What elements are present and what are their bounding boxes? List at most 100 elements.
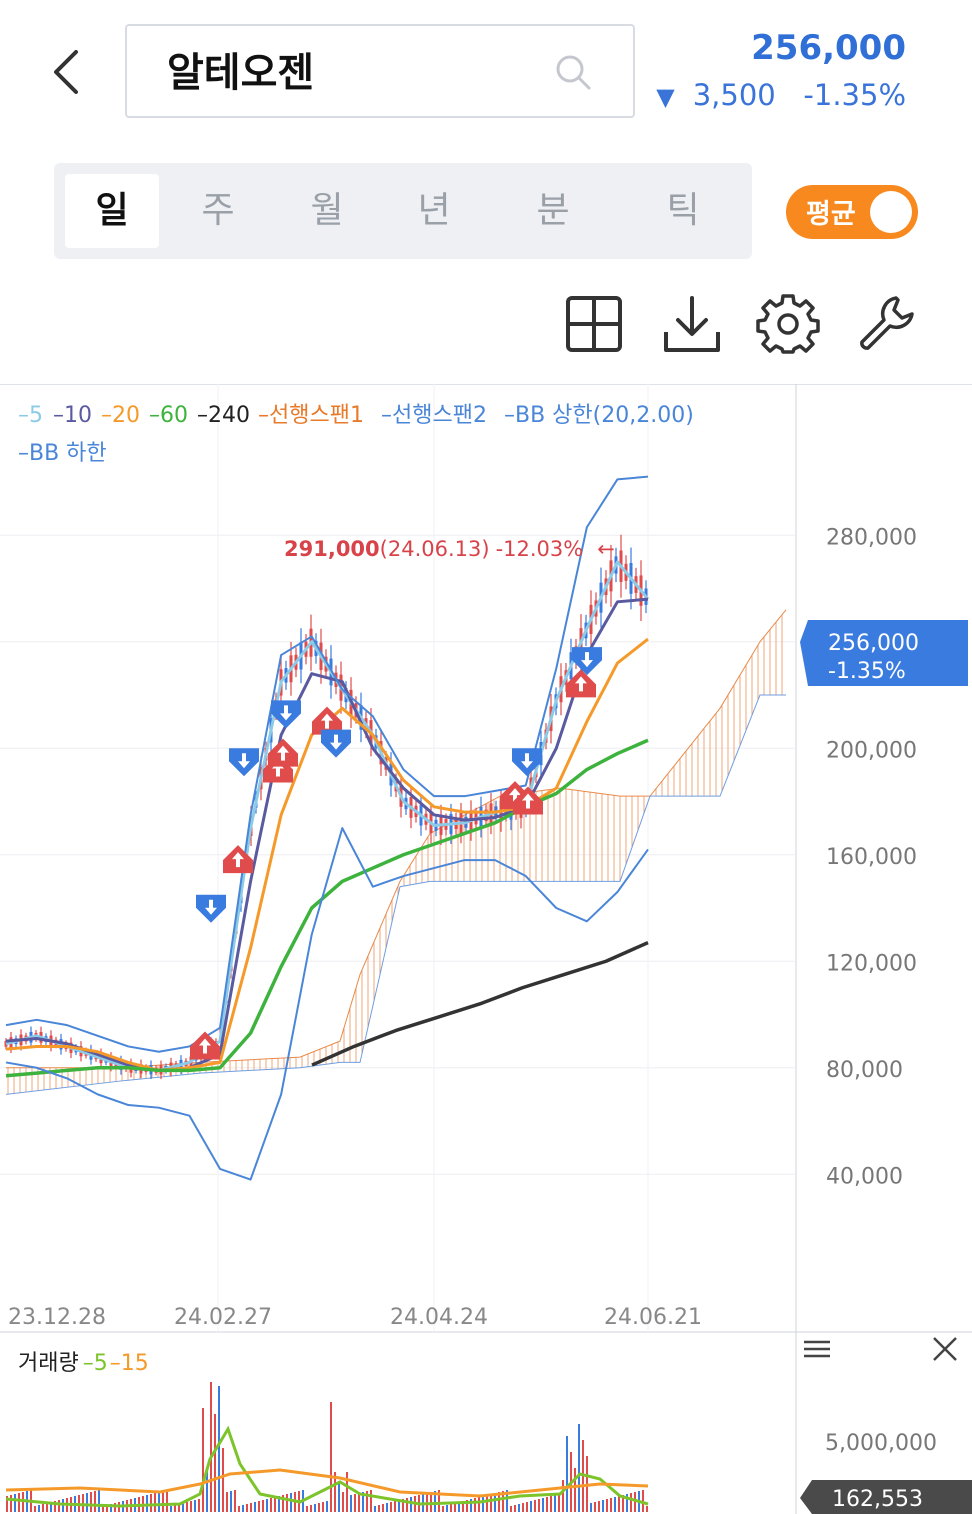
volume-bar	[202, 1408, 204, 1512]
settings-icon[interactable]	[756, 292, 820, 356]
volume-bar	[286, 1494, 288, 1512]
volume-bar	[42, 1504, 44, 1512]
volume-bar	[410, 1497, 412, 1512]
volume-bar	[254, 1502, 256, 1512]
volume-bar	[290, 1493, 292, 1512]
average-toggle-label: 평균	[806, 199, 856, 230]
price-tick: 200,000	[826, 738, 917, 763]
volume-ma15-line	[5, 1468, 649, 1498]
volume-bar	[318, 1503, 320, 1512]
volume-bar	[86, 1493, 88, 1512]
volume-bar	[106, 1505, 108, 1512]
download-icon[interactable]	[660, 292, 724, 356]
grid-icon[interactable]	[562, 292, 626, 356]
search-icon[interactable]	[553, 52, 593, 92]
volume-bar	[198, 1499, 200, 1512]
volume-bar	[46, 1503, 48, 1512]
volume-bar	[322, 1502, 324, 1512]
volume-bar	[554, 1495, 556, 1512]
volume-bar	[306, 1506, 308, 1512]
volume-average-lines	[5, 1425, 649, 1508]
volume-bar	[434, 1491, 436, 1512]
up-arrow-icon	[232, 852, 244, 868]
series-line	[5, 827, 649, 1181]
volume-bar	[10, 1495, 12, 1512]
volume-bar	[510, 1506, 512, 1512]
volume-bar	[458, 1502, 460, 1512]
volume-bar	[230, 1491, 232, 1512]
volume-bar	[274, 1497, 276, 1512]
down-triangle-icon: ▼	[656, 83, 675, 111]
volume-bar	[534, 1500, 536, 1512]
volume-bar	[58, 1500, 60, 1512]
volume-bar	[378, 1505, 380, 1512]
volume-bar	[526, 1502, 528, 1512]
average-toggle[interactable]: 평균	[786, 185, 918, 239]
series-line	[5, 597, 649, 1072]
legend-item: –BB 하한	[18, 441, 107, 466]
tab-week[interactable]: 주	[201, 190, 235, 231]
down-arrow-icon	[280, 705, 292, 721]
toggle-knob	[870, 191, 912, 233]
legend-item: –선행스팬1	[258, 403, 364, 428]
date-axis-labels: 23.12.28 24.02.27 24.04.24 24.06.21	[8, 1305, 702, 1330]
volume-legend-dash-15: –	[110, 1351, 121, 1376]
chevron-left-icon	[54, 50, 78, 94]
volume-bar	[14, 1494, 16, 1512]
wrench-icon[interactable]	[854, 292, 918, 356]
volume-bar	[406, 1498, 408, 1512]
down-arrow-icon	[521, 753, 533, 769]
volume-bar	[386, 1503, 388, 1512]
volume-bar	[222, 1448, 224, 1512]
volume-bar	[154, 1493, 156, 1512]
volume-bar	[34, 1506, 36, 1512]
volume-bar	[250, 1503, 252, 1512]
current-volume-label: 162,553	[800, 1480, 972, 1514]
volume-bar	[350, 1495, 352, 1512]
volume-title: 거래량 –5–15	[18, 1351, 149, 1376]
volume-bar	[366, 1491, 368, 1512]
up-arrow-icon	[575, 676, 587, 692]
series-line	[311, 941, 649, 1067]
volume-bar	[506, 1490, 508, 1512]
current-price-tag: 256,000	[828, 631, 919, 656]
volume-bar	[598, 1501, 600, 1512]
volume-bar	[258, 1501, 260, 1512]
back-button[interactable]	[40, 40, 100, 104]
volume-bar	[226, 1492, 228, 1512]
volume-bar	[54, 1501, 56, 1512]
volume-bar	[610, 1498, 612, 1512]
legend-item: –BB 상한(20,2.00)	[504, 403, 694, 428]
volume-bar	[206, 1470, 208, 1512]
tab-minute[interactable]: 분	[536, 190, 570, 231]
down-arrow-icon	[581, 652, 593, 668]
volume-legend-dash-5: –	[83, 1351, 94, 1376]
volume-label: 거래량	[18, 1351, 79, 1376]
volume-bar	[170, 1506, 172, 1512]
volume-bar	[182, 1503, 184, 1512]
menu-icon[interactable]	[804, 1340, 830, 1358]
current-price-label: 256,000 -1.35%	[800, 620, 968, 686]
tab-month[interactable]: 월	[310, 190, 344, 231]
stock-chart[interactable]: 280,000240,000200,000160,000120,00080,00…	[0, 384, 972, 1514]
volume-bar	[110, 1504, 112, 1512]
volume-bar	[210, 1382, 212, 1512]
stock-search-box[interactable]: 알테오젠	[125, 24, 635, 118]
volume-bar	[82, 1494, 84, 1512]
tab-day[interactable]: 일	[65, 174, 159, 248]
legend-item: –240	[197, 403, 250, 428]
high-price: 291,000	[284, 537, 380, 561]
volume-bar	[270, 1498, 272, 1512]
volume-bar	[646, 1506, 648, 1512]
volume-bar	[602, 1500, 604, 1512]
tab-year[interactable]: 년	[417, 190, 451, 231]
volume-bar	[346, 1472, 348, 1512]
close-icon[interactable]	[933, 1337, 957, 1361]
tab-tick[interactable]: 틱	[666, 190, 700, 231]
volume-bar	[278, 1496, 280, 1512]
span1-line	[6, 609, 787, 1069]
down-arrow-icon	[330, 734, 342, 750]
volume-bar	[490, 1494, 492, 1512]
volume-bar	[494, 1493, 496, 1512]
price-tick: 120,000	[826, 951, 917, 976]
